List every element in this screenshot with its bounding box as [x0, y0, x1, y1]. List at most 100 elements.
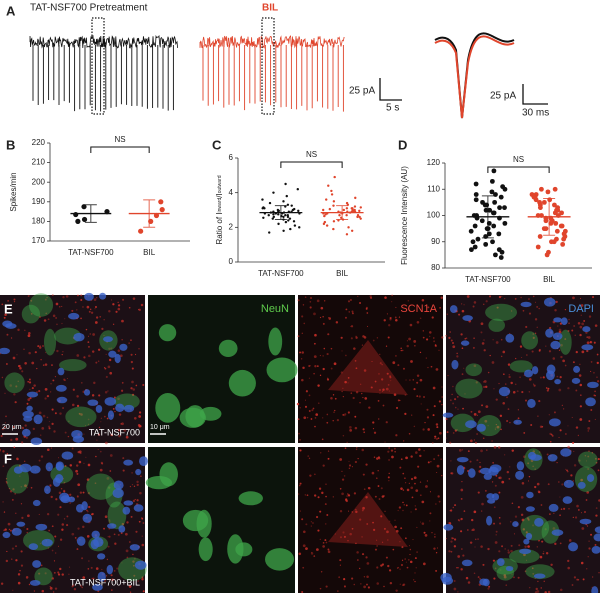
- speckle: [350, 337, 353, 340]
- speckle: [573, 450, 575, 453]
- speckle: [391, 294, 393, 297]
- speckle: [461, 309, 465, 313]
- speckle: [491, 440, 493, 442]
- speckle: [51, 577, 54, 580]
- speckle: [432, 414, 435, 417]
- speckle: [3, 529, 5, 532]
- speckle: [536, 546, 538, 548]
- speckle: [17, 380, 19, 383]
- micrograph: [148, 295, 298, 443]
- speckle: [408, 559, 410, 561]
- speckle: [117, 304, 121, 307]
- speckle: [351, 312, 354, 315]
- speckle: [458, 313, 461, 316]
- data-point: [475, 236, 481, 242]
- speckle: [469, 541, 473, 544]
- speckle: [466, 295, 470, 298]
- speckle: [321, 491, 324, 495]
- speckle: [133, 557, 136, 560]
- data-point: [73, 211, 79, 218]
- speckle: [132, 564, 135, 567]
- speckle: [29, 397, 32, 400]
- speckle: [507, 549, 510, 552]
- speckle: [412, 539, 414, 541]
- speckle: [337, 590, 339, 592]
- nucleus: [123, 500, 134, 506]
- speckle: [2, 465, 5, 468]
- speckle: [47, 318, 50, 321]
- speckle: [473, 301, 477, 304]
- speckle: [0, 448, 1, 451]
- speckle: [386, 313, 388, 315]
- speckle: [71, 585, 74, 588]
- speckle: [138, 411, 142, 414]
- speckle: [427, 366, 429, 369]
- speckle: [461, 449, 464, 451]
- speckle: [510, 310, 513, 312]
- speckle: [64, 481, 66, 484]
- data-point: [345, 233, 349, 236]
- speckle: [465, 576, 469, 580]
- speckle: [388, 459, 390, 461]
- speckle: [404, 393, 407, 396]
- speckle: [392, 548, 395, 551]
- speckle: [383, 527, 386, 530]
- speckle: [103, 415, 106, 418]
- nucleus: [55, 384, 67, 392]
- speckle: [313, 494, 317, 497]
- data-point: [502, 220, 508, 226]
- speckle: [416, 526, 418, 528]
- speckle: [0, 450, 1, 452]
- speckle: [100, 461, 103, 464]
- speckle: [453, 579, 456, 583]
- speckle: [477, 576, 480, 578]
- speckle: [416, 381, 419, 384]
- speckle: [95, 567, 99, 570]
- speckle: [419, 317, 422, 320]
- speckle: [88, 354, 91, 358]
- speckle: [395, 529, 399, 533]
- speckle: [400, 347, 403, 350]
- speckle: [110, 299, 113, 301]
- speckle: [402, 509, 404, 512]
- speckle: [594, 543, 597, 546]
- speckle: [415, 567, 417, 569]
- data-point: [271, 217, 274, 220]
- speckle: [108, 486, 111, 489]
- speckle: [432, 442, 434, 444]
- scale-label: 20 μm: [2, 424, 22, 431]
- speckle: [573, 464, 577, 467]
- data-point: [272, 213, 275, 216]
- speckle: [342, 396, 345, 398]
- speckle: [511, 573, 513, 575]
- speckle: [503, 297, 506, 300]
- neuron: [559, 329, 572, 355]
- speckle: [513, 533, 515, 535]
- speckle: [108, 535, 111, 538]
- speckle: [394, 525, 397, 529]
- speckle: [130, 515, 133, 518]
- speckle: [142, 522, 145, 524]
- speckle: [73, 588, 77, 591]
- speckle: [9, 529, 12, 532]
- speckle: [21, 370, 24, 373]
- y-tick-label: 0: [229, 257, 234, 266]
- speckle: [532, 465, 534, 468]
- speckle: [344, 415, 346, 417]
- speckle: [347, 540, 349, 542]
- speckle: [367, 586, 370, 589]
- speckle: [596, 361, 599, 365]
- speckle: [121, 319, 124, 323]
- speckle: [351, 577, 354, 580]
- speckle: [29, 388, 31, 390]
- speckle: [517, 409, 519, 411]
- speckle: [494, 427, 497, 429]
- speckle: [589, 341, 592, 344]
- neuron: [509, 360, 533, 373]
- speckle: [339, 564, 341, 566]
- speckle: [514, 383, 517, 386]
- speckle: [513, 576, 515, 579]
- speckle: [504, 548, 506, 550]
- speckle: [79, 491, 83, 494]
- speckle: [574, 334, 576, 337]
